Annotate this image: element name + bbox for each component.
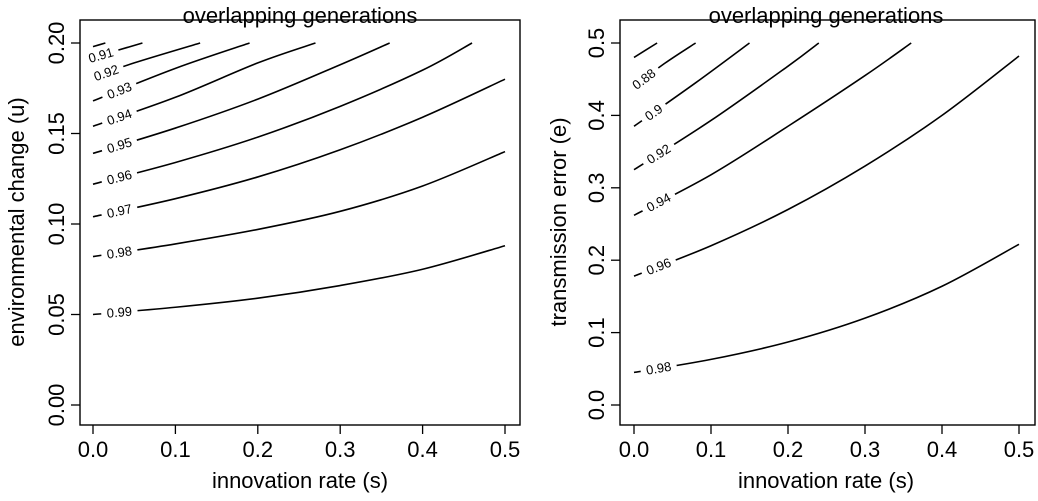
y-tick-label: 0.5 — [584, 28, 609, 59]
contour-line — [92, 150, 506, 258]
contour-line — [92, 244, 506, 316]
contour-line — [633, 42, 697, 88]
contour-line — [92, 42, 390, 155]
contour-label: 0.97 — [105, 201, 133, 221]
contour-line — [92, 42, 473, 185]
x-tick-label: 0.3 — [325, 437, 356, 462]
panel-right: overlapping generations innovation rate … — [546, 3, 1036, 493]
contour-line — [92, 42, 250, 102]
contour-label: 0.96 — [644, 255, 673, 278]
x-tick-label: 0.4 — [927, 437, 958, 462]
x-tick-label: 0.1 — [160, 437, 191, 462]
x-axis-label: innovation rate (s) — [738, 468, 914, 493]
contour-label: 0.92 — [92, 61, 121, 84]
plot-frame — [619, 19, 1036, 426]
y-axis-label: environmental change (u) — [4, 97, 29, 346]
x-tick-label: 0.2 — [773, 437, 804, 462]
x-tick-label: 0.1 — [696, 437, 727, 462]
x-tick-label: 0.0 — [619, 437, 650, 462]
y-tick-label: 0.2 — [584, 245, 609, 276]
y-tick-label: 0.05 — [44, 293, 69, 336]
x-tick-label: 0.3 — [850, 437, 881, 462]
y-ticks: 0.0 0.1 0.2 0.3 0.4 0.5 — [584, 28, 620, 421]
y-tick-label: 0.0 — [584, 390, 609, 421]
contour-line — [92, 42, 106, 48]
contour-lines: 0.98 0.96 0.94 0.92 0.9 0.88 — [629, 42, 1020, 378]
contour-line — [92, 78, 506, 218]
x-axis-label: innovation rate (s) — [212, 468, 388, 493]
plot-frame — [79, 19, 521, 426]
contour-line — [633, 42, 750, 127]
y-tick-label: 0.3 — [584, 173, 609, 204]
chart-title: overlapping generations — [709, 3, 944, 28]
x-ticks: 0.0 0.1 0.2 0.3 0.4 0.5 — [78, 425, 521, 462]
contour-line — [92, 42, 316, 128]
contour-line — [633, 42, 658, 59]
y-ticks: 0.00 0.05 0.10 0.15 0.20 — [44, 22, 80, 427]
contour-label: 0.9 — [642, 101, 665, 124]
contour-line — [633, 55, 1020, 277]
y-tick-label: 0.15 — [44, 112, 69, 155]
contour-line — [92, 42, 201, 79]
y-tick-label: 0.1 — [584, 317, 609, 348]
x-tick-label: 0.5 — [1004, 437, 1035, 462]
contour-line — [633, 243, 1020, 374]
contour-label: 0.93 — [105, 79, 134, 102]
panel-left: overlapping generations innovation rate … — [4, 3, 521, 493]
contour-label: 0.96 — [105, 167, 133, 188]
y-tick-label: 0.4 — [584, 100, 609, 131]
contour-label: 0.91 — [87, 44, 116, 66]
contour-label: 0.92 — [644, 141, 673, 167]
contour-line — [633, 42, 912, 217]
y-tick-label: 0.20 — [44, 22, 69, 65]
x-tick-label: 0.2 — [243, 437, 274, 462]
contour-line — [633, 42, 820, 171]
x-tick-label: 0.5 — [490, 437, 521, 462]
contour-label: 0.98 — [106, 243, 133, 262]
chart-title: overlapping generations — [183, 3, 418, 28]
contour-label: 0.95 — [105, 134, 134, 156]
x-ticks: 0.0 0.1 0.2 0.3 0.4 0.5 — [619, 425, 1035, 462]
contour-line — [92, 42, 143, 59]
y-tick-label: 0.10 — [44, 203, 69, 246]
y-axis-label: transmission error (e) — [546, 117, 571, 326]
contour-label: 0.99 — [106, 304, 133, 321]
contour-label: 0.94 — [644, 190, 673, 215]
x-tick-label: 0.4 — [407, 437, 438, 462]
contour-label: 0.98 — [645, 359, 672, 378]
y-tick-label: 0.00 — [44, 384, 69, 427]
x-tick-label: 0.0 — [78, 437, 109, 462]
contour-label: 0.88 — [629, 65, 658, 92]
contour-lines: 0.99 0.98 0.97 0.96 0.95 0.94 0.930.920.91 — [87, 42, 506, 321]
contour-label: 0.94 — [105, 106, 134, 129]
